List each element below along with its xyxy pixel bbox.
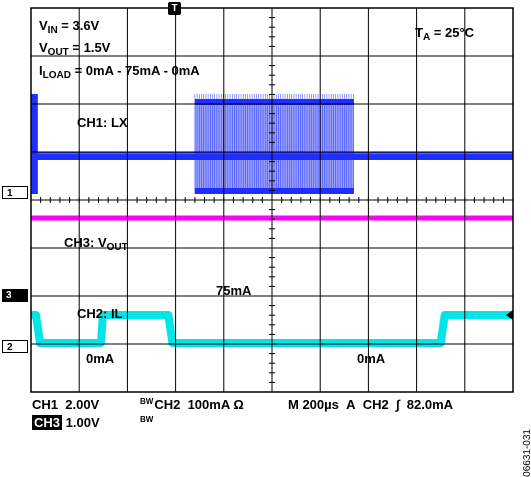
ch1-setting: CH1 2.00V <box>32 397 100 412</box>
timebase-setting: M 200µs A CH2 ∫ 82.0mA <box>288 397 454 412</box>
vin-annotation: VIN = 3.6V <box>39 18 100 36</box>
ch2-setting: BWCH2 100mA Ω <box>140 397 244 412</box>
iload-annotation: ILOAD = 0mA - 75mA - 0mA <box>39 63 200 81</box>
ch3-ground-marker: 3 <box>2 289 28 302</box>
level-high-label: 75mA <box>216 283 252 298</box>
ch3-trace-label: CH3: VOUT <box>64 235 128 253</box>
level-low-right-label: 0mA <box>357 351 386 366</box>
figure-id: 06631-031 <box>522 429 531 477</box>
ch2-ground-marker: 2 <box>2 340 28 353</box>
level-low-left-label: 0mA <box>86 351 115 366</box>
ta-annotation: TA = 25°C <box>415 25 475 43</box>
trigger-slope-icon: ∫ <box>395 397 400 412</box>
ch1-trace-label: CH1: LX <box>77 115 128 130</box>
trigger-marker-icon: T <box>168 2 181 15</box>
ch1-ground-marker: 1 <box>2 186 28 199</box>
trigger-level-marker <box>506 310 513 320</box>
vout-annotation: VOUT = 1.5V <box>39 40 111 58</box>
ch1-edge-burst <box>31 94 38 194</box>
ch2-trace-label: CH2: IL <box>77 306 123 321</box>
bw3-marker: BW <box>140 415 154 424</box>
oscilloscope-display <box>30 7 514 393</box>
ch2-il-trace <box>31 311 513 347</box>
ch3-setting: CH3 1.00V <box>32 415 100 430</box>
